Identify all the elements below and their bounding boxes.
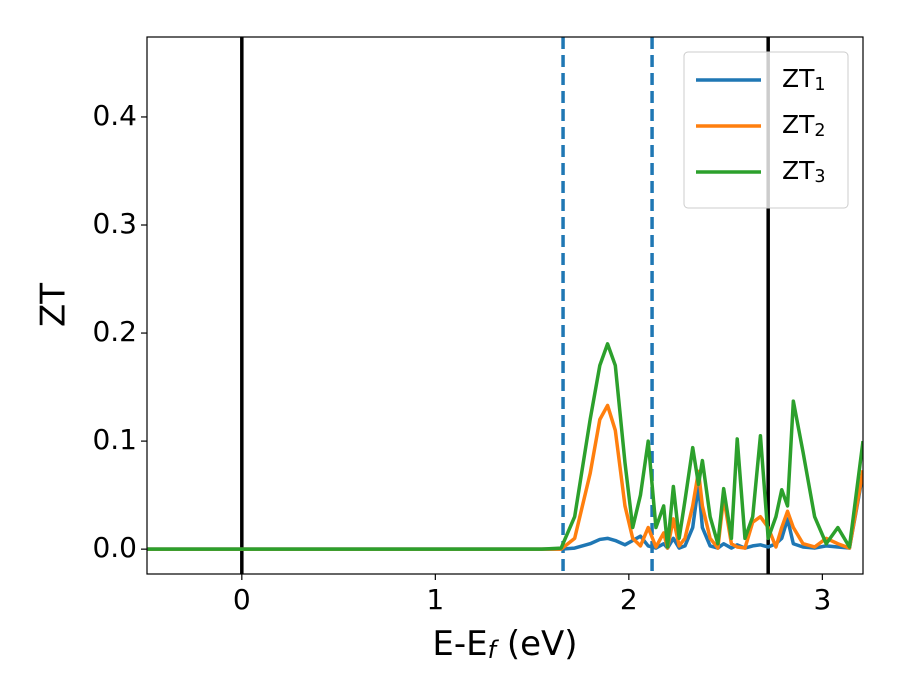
legend-label: ZT1 — [782, 64, 826, 95]
axes-frame — [146, 36, 864, 575]
y-tick-label: 0.2 — [92, 315, 137, 348]
y-tick-label: 0.1 — [92, 423, 137, 456]
y-tick-label: 0.3 — [92, 207, 137, 240]
x-tick-label: 2 — [620, 583, 638, 616]
x-tick-label: 0 — [233, 583, 251, 616]
series-line — [147, 403, 863, 551]
legend-box — [683, 51, 849, 209]
y-axis-label: ZT — [34, 283, 74, 327]
legend: ZT1 ZT2 ZT3 — [683, 51, 849, 209]
x-tick-label: 3 — [813, 583, 831, 616]
legend-label: ZT2 — [782, 110, 826, 141]
series-line — [147, 342, 863, 551]
x-tick-label: 1 — [426, 583, 444, 616]
y-tick-label: 0.0 — [92, 531, 137, 564]
y-tick-label: 0.4 — [92, 99, 137, 132]
series-line — [147, 473, 863, 551]
x-axis-label: E-Ef (eV) — [432, 624, 577, 664]
legend-label: ZT3 — [782, 156, 826, 187]
